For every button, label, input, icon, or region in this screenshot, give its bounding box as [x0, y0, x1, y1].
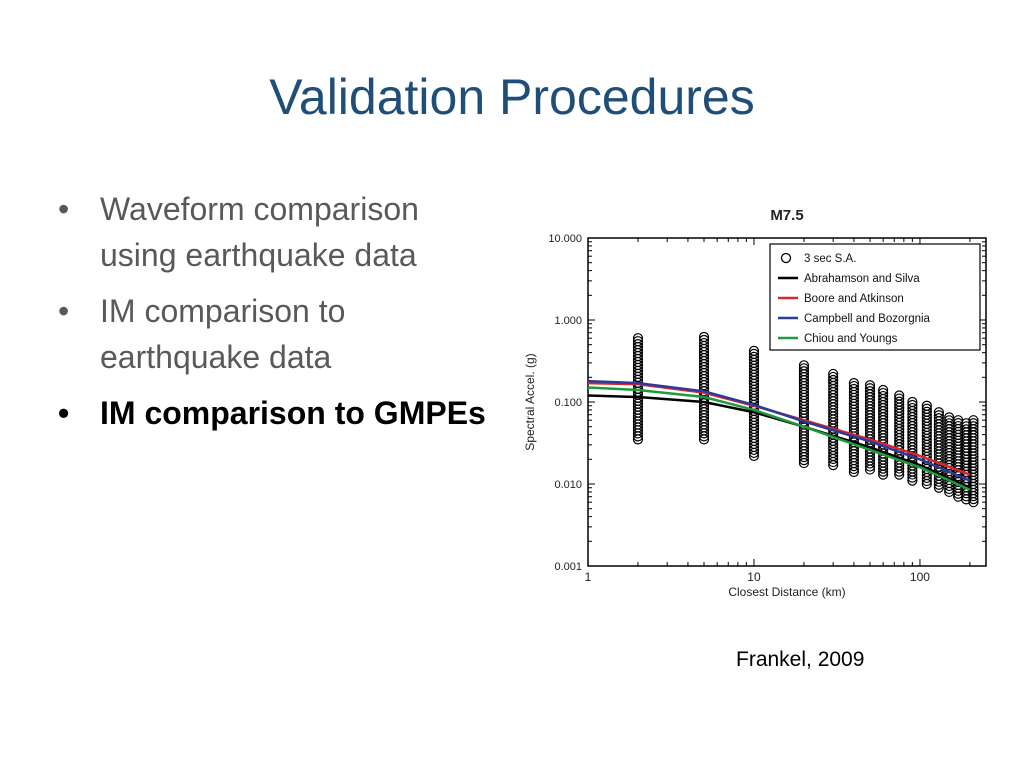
scatter-point: [828, 460, 839, 471]
scatter-point: [748, 450, 760, 462]
scatter-point: [907, 475, 918, 486]
bullet-text: Waveform comparison using earthquake dat…: [100, 191, 419, 273]
y-tick-label: 0.100: [554, 397, 582, 409]
scatter-point: [798, 455, 810, 466]
scatter-point: [748, 444, 760, 456]
scatter-point: [933, 476, 944, 487]
scatter-point: [632, 431, 644, 442]
scatter-point: [748, 447, 760, 459]
scatter-point: [894, 466, 905, 477]
scatter-point: [968, 497, 979, 508]
scatter-point: [848, 463, 860, 475]
chart-title: M7.5: [770, 207, 803, 224]
x-tick-label: 100: [910, 570, 930, 584]
bullet-dot: •: [58, 191, 70, 227]
scatter-point: [798, 457, 810, 469]
scatter-point: [921, 475, 932, 487]
scatter-point: [698, 434, 710, 445]
x-axis-label: Closest Distance (km): [728, 585, 845, 599]
bullet-item: • IM comparison to earthquake data: [56, 288, 486, 380]
scatter-point: [698, 431, 710, 442]
y-tick-label: 10.000: [548, 233, 582, 245]
scatter-point: [968, 491, 979, 502]
legend-label: Abrahamson and Silva: [804, 273, 920, 285]
scatter-point: [878, 466, 889, 477]
page-title: Validation Procedures: [269, 69, 755, 125]
scatter-point: [933, 479, 944, 490]
scatter-point: [933, 482, 944, 493]
scatter-point: [698, 428, 710, 439]
scatter-point: [968, 494, 979, 505]
scatter-point: [894, 463, 905, 474]
y-tick-label: 0.001: [554, 561, 582, 573]
scatter-point: [798, 452, 810, 463]
scatter-point: [864, 461, 876, 472]
y-tick-label: 0.010: [554, 479, 582, 491]
scatter-point: [878, 463, 889, 474]
bullet-item: • Waveform comparison using earthquake da…: [56, 186, 486, 278]
scatter-point: [828, 456, 839, 468]
x-tick-label: 1: [585, 570, 592, 584]
scatter-point: [907, 469, 918, 480]
scatter-point: [864, 464, 876, 475]
series-line: [587, 386, 971, 491]
x-tick-label: 10: [747, 570, 761, 584]
scatter-point: [907, 472, 918, 483]
scatter-point: [632, 434, 644, 445]
y-axis-label: Spectral Accel. (g): [523, 353, 537, 450]
bullet-dot: •: [58, 293, 70, 329]
scatter-point: [864, 458, 876, 469]
bullet-list: • Waveform comparison using earthquake da…: [56, 186, 486, 446]
series-line: [587, 379, 971, 482]
bullet-text: IM comparison to earthquake data: [100, 293, 346, 375]
y-tick-label: 1.000: [554, 315, 582, 327]
citation: Frankel, 2009: [736, 648, 865, 671]
legend-label: Campbell and Bozorgnia: [804, 313, 931, 325]
scatter-point: [921, 478, 932, 490]
legend-box: [769, 243, 981, 351]
scatter-point: [921, 472, 932, 484]
scatter-point: [848, 460, 860, 472]
bullet-dot: •: [58, 395, 70, 431]
bullet-item-bold: • IM comparison to GMPEs: [56, 390, 486, 436]
legend-label: Boore and Atkinson: [804, 293, 904, 305]
scatter-point: [848, 466, 860, 478]
legend-label: 3 sec S.A.: [804, 253, 856, 265]
chart-figure: M7.5 10.000 1.000 0.100 0.010 0.001 1 10 100 Clos…: [518, 198, 998, 608]
scatter-point: [828, 453, 839, 465]
legend-label: Chiou and Youngs: [804, 333, 898, 345]
scatter-point: [632, 428, 644, 439]
bullet-text: IM comparison to GMPEs: [100, 395, 486, 431]
legend-marker: [780, 252, 792, 264]
scatter-point: [878, 469, 889, 480]
scatter-point: [894, 469, 905, 480]
